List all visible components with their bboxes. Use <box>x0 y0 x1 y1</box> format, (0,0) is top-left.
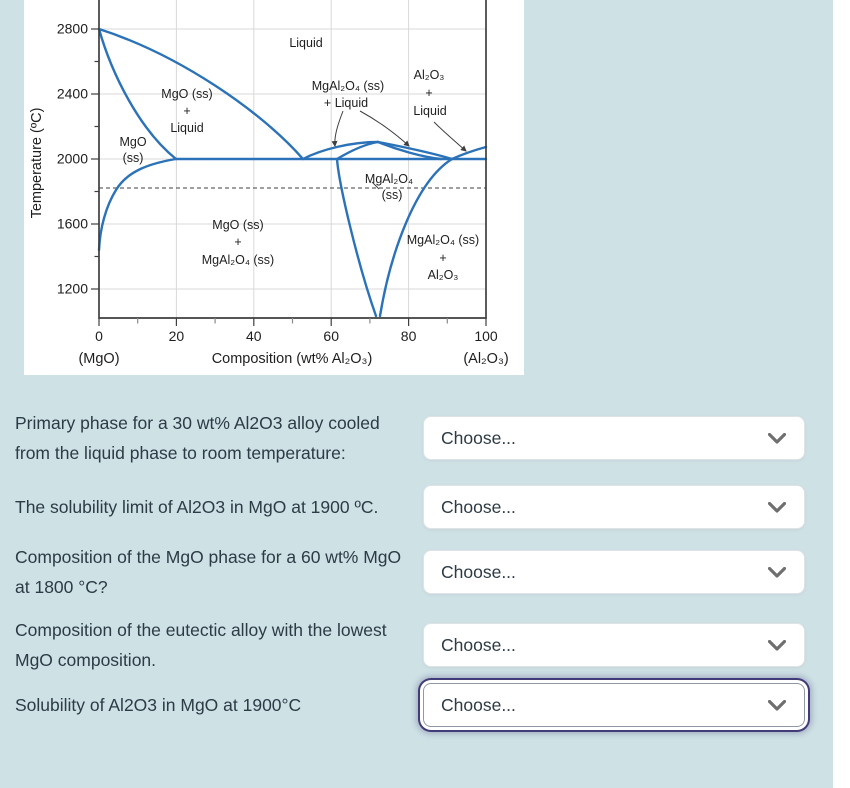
spinel-liquidus-right <box>376 140 454 161</box>
svg-text:Al₂O₃: Al₂O₃ <box>428 268 459 282</box>
region-label-spinel-al2o3: MgAl₂O₄ (ss) <box>407 233 479 247</box>
axis-tick-label: 1600 <box>57 216 88 232</box>
axis-tick-label: 60 <box>323 328 339 344</box>
phase-diagram-panel: 2800 2400 2000 1600 1200 0 20 40 60 80 1… <box>24 0 524 375</box>
svg-text:Liquid: Liquid <box>170 121 203 135</box>
axis-tick-label: 2000 <box>57 151 88 167</box>
axis-tick-label: 80 <box>401 328 417 344</box>
dropdown-value: Choose... <box>441 634 516 655</box>
region-label-mgo-spinel: MgO (ss) <box>212 218 263 232</box>
axis-tick-label: 100 <box>474 328 498 344</box>
question-row-1: Primary phase for a 30 wt% Al2O3 alloy c… <box>0 408 833 468</box>
question-row-4: Composition of the eutectic alloy with t… <box>0 615 833 675</box>
x-axis-tick-labels: 0 20 40 60 80 100 <box>95 328 498 344</box>
svg-text:+: + <box>439 251 446 265</box>
svg-text:+: + <box>234 235 241 249</box>
phase-boundary-curves <box>97 27 488 318</box>
spinel-liquidus-left <box>301 140 380 161</box>
right-scroll-strip <box>833 0 850 788</box>
region-label-al2o3-liquid: Al₂O₃ <box>414 68 445 82</box>
axis-tick-label: 20 <box>169 328 185 344</box>
question-text-5: Solubility of Al2O3 in MgO at 1900°C <box>15 695 302 715</box>
question-text-4: Composition of the eutectic alloy with t… <box>15 620 387 670</box>
chevron-down-icon <box>768 699 786 711</box>
axis-tick-label: 1200 <box>57 281 88 297</box>
dropdown-value: Choose... <box>441 496 516 517</box>
y-axis-title: Temperature (ºC) <box>29 108 45 219</box>
spinel-solidus-right <box>376 140 443 161</box>
phase-diagram-svg: 2800 2400 2000 1600 1200 0 20 40 60 80 1… <box>29 0 509 367</box>
region-label-liquid: Liquid <box>289 36 322 50</box>
mgo-solidus-curve <box>97 27 178 161</box>
svg-text:MgAl₂O₄ (ss): MgAl₂O₄ (ss) <box>202 253 274 267</box>
dropdown-value: Choose... <box>441 427 516 448</box>
svg-text:Liquid: Liquid <box>413 104 446 118</box>
mgo-solvus-curve <box>97 157 178 252</box>
region-labels: Liquid MgO (ss) + Liquid MgO (ss) MgAl₂O… <box>119 36 479 282</box>
chevron-down-icon <box>768 432 786 444</box>
label-leader-arrows <box>331 110 467 190</box>
answer-dropdown-1[interactable]: Choose... <box>423 416 805 460</box>
question-row-3: Composition of the MgO phase for a 60 wt… <box>0 542 833 602</box>
chevron-down-icon <box>768 639 786 651</box>
chevron-down-icon <box>768 501 786 513</box>
question-row-5: Solubility of Al2O3 in MgO at 1900°C Cho… <box>0 683 833 727</box>
question-row-2: The solubility limit of Al2O3 in MgO at … <box>0 485 833 529</box>
y-axis-tick-labels: 2800 2400 2000 1600 1200 <box>57 21 88 297</box>
plot-gridlines <box>99 0 486 318</box>
question-text-3: Composition of the MgO phase for a 60 wt… <box>15 547 402 597</box>
question-text-1: Primary phase for a 30 wt% Al2O3 alloy c… <box>15 413 380 463</box>
spinel-solvus-right <box>378 157 454 318</box>
x-axis-right-end-label: (Al₂O₃) <box>463 351 508 367</box>
axis-tick-label: 2400 <box>57 86 88 102</box>
svg-text:+: + <box>183 104 190 118</box>
answer-dropdown-5[interactable]: Choose... <box>423 683 805 727</box>
answer-dropdown-2[interactable]: Choose... <box>423 485 805 529</box>
al2o3-liquidus-curve <box>450 145 488 161</box>
spinel-solidus-left <box>335 140 380 161</box>
dropdown-value: Choose... <box>441 561 516 582</box>
question-text-2: The solubility limit of Al2O3 in MgO at … <box>15 497 379 517</box>
svg-text:(ss): (ss) <box>382 188 403 202</box>
x-axis-left-end-label: (MgO) <box>78 351 119 367</box>
axis-tick-label: 40 <box>246 328 262 344</box>
region-label-spinel-ss: MgAl₂O₄ <box>365 172 413 186</box>
svg-text:(ss): (ss) <box>123 151 144 165</box>
svg-text:+: + <box>425 86 432 100</box>
chevron-down-icon <box>768 566 786 578</box>
mgo-liquidus-curve <box>97 27 305 161</box>
questions-section: Primary phase for a 30 wt% Al2O3 alloy c… <box>0 375 833 727</box>
axis-ticks <box>91 28 487 326</box>
x-axis-title: Composition (wt% Al₂O₃) <box>212 351 373 367</box>
answer-dropdown-4[interactable]: Choose... <box>423 623 805 667</box>
axis-tick-label: 0 <box>95 328 103 344</box>
spinel-solvus-left <box>335 157 378 318</box>
answer-dropdown-3[interactable]: Choose... <box>423 550 805 594</box>
region-label-mgo-ss: MgO <box>119 135 146 149</box>
dropdown-value: Choose... <box>441 694 516 715</box>
svg-text:+ Liquid: + Liquid <box>324 96 368 110</box>
region-label-mgo-ss-liquid: MgO (ss) <box>161 87 212 101</box>
axis-tick-label: 2800 <box>57 21 88 37</box>
region-label-spinel-liquid: MgAl₂O₄ (ss) <box>312 79 384 93</box>
